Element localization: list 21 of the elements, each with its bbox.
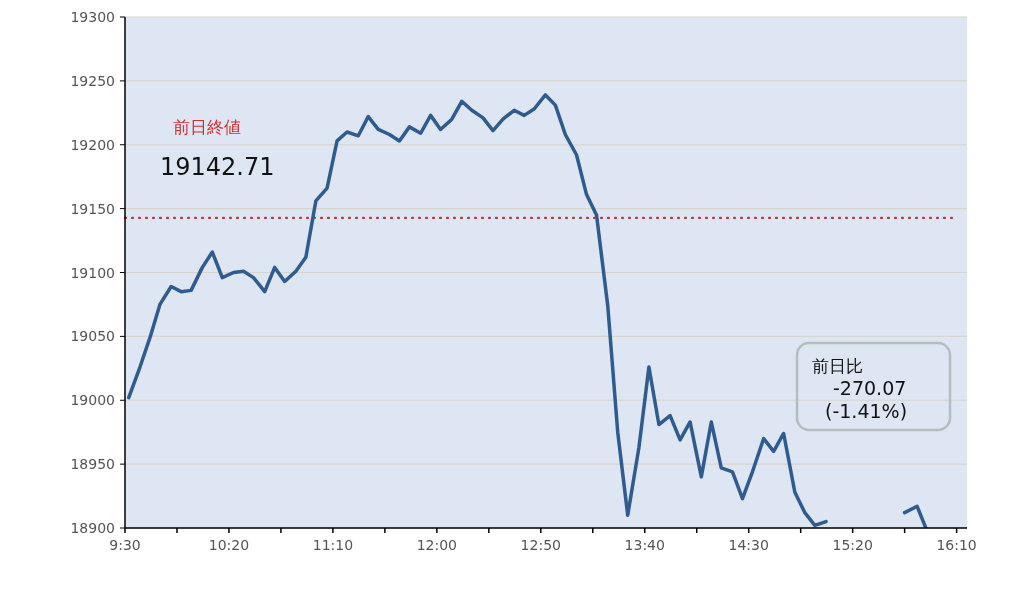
x-tick-label: 11:10 bbox=[312, 537, 354, 553]
x-tick-label: 16:10 bbox=[936, 537, 977, 553]
x-tick-label: 14:30 bbox=[728, 537, 769, 553]
y-tick-label: 18950 bbox=[70, 456, 115, 473]
y-tick-label: 19300 bbox=[70, 9, 115, 25]
x-tick-label: 12:50 bbox=[520, 537, 561, 553]
x-tick-label: 15:20 bbox=[832, 537, 873, 553]
x-tick-label: 12:00 bbox=[416, 537, 458, 553]
y-tick-label: 19100 bbox=[70, 264, 115, 281]
y-tick-label: 19250 bbox=[70, 72, 115, 89]
y-tick-label: 19050 bbox=[70, 328, 115, 345]
annotation: 前日比 -270.07 (-1.41%) bbox=[812, 356, 908, 422]
x-tick-label: 13:40 bbox=[624, 537, 665, 553]
annotation: 19142.71 bbox=[160, 153, 275, 181]
x-tick-label: 10:20 bbox=[208, 537, 250, 553]
y-tick-label: 19200 bbox=[70, 136, 115, 153]
y-tick-label: 19000 bbox=[70, 392, 115, 409]
y-tick-label: 18900 bbox=[70, 520, 115, 536]
x-tick-label: 9:30 bbox=[109, 537, 141, 553]
y-tick-label: 19150 bbox=[70, 200, 115, 217]
ref-line-label: 前日終値 bbox=[173, 117, 241, 137]
